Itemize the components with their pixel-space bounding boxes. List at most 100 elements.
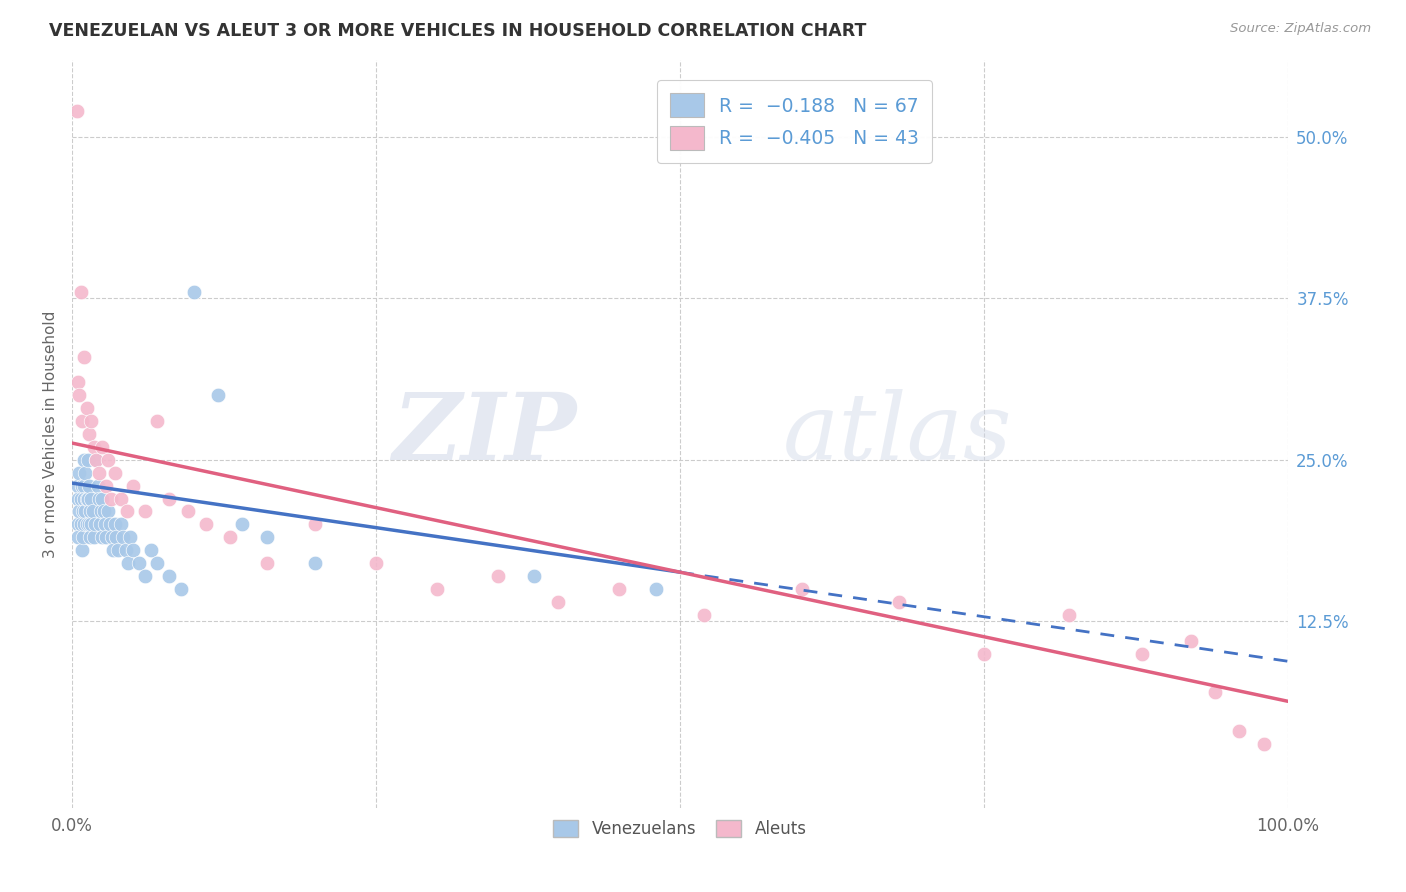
Point bbox=[67, 530, 90, 544]
Legend: Venezuelans, Aleuts: Venezuelans, Aleuts bbox=[547, 814, 813, 845]
Text: ZIP: ZIP bbox=[392, 389, 576, 479]
Point bbox=[76, 453, 98, 467]
Point bbox=[117, 556, 139, 570]
Point bbox=[1130, 647, 1153, 661]
Point bbox=[97, 453, 120, 467]
Point bbox=[80, 517, 103, 532]
Point bbox=[112, 530, 135, 544]
Point bbox=[426, 582, 449, 596]
Point bbox=[547, 595, 569, 609]
Point bbox=[207, 388, 229, 402]
Point bbox=[73, 491, 96, 506]
Point bbox=[86, 478, 108, 492]
Point bbox=[72, 504, 94, 518]
Point bbox=[121, 478, 143, 492]
Point bbox=[66, 104, 89, 119]
Point bbox=[76, 491, 98, 506]
Point bbox=[304, 556, 326, 570]
Point bbox=[70, 478, 93, 492]
Point bbox=[103, 466, 125, 480]
Point bbox=[93, 504, 115, 518]
Point bbox=[89, 517, 111, 532]
Text: VENEZUELAN VS ALEUT 3 OR MORE VEHICLES IN HOUSEHOLD CORRELATION CHART: VENEZUELAN VS ALEUT 3 OR MORE VEHICLES I… bbox=[49, 22, 866, 40]
Point bbox=[157, 569, 180, 583]
Point bbox=[75, 466, 97, 480]
Point bbox=[644, 582, 666, 596]
Point bbox=[157, 491, 180, 506]
Point bbox=[67, 466, 90, 480]
Point bbox=[69, 491, 91, 506]
Point bbox=[146, 556, 169, 570]
Point bbox=[364, 556, 387, 570]
Point bbox=[103, 517, 125, 532]
Point bbox=[77, 517, 100, 532]
Point bbox=[94, 517, 117, 532]
Point bbox=[73, 478, 96, 492]
Point bbox=[973, 647, 995, 661]
Point bbox=[94, 530, 117, 544]
Point bbox=[100, 491, 122, 506]
Point bbox=[67, 478, 90, 492]
Point bbox=[97, 504, 120, 518]
Point bbox=[1227, 723, 1250, 738]
Point bbox=[75, 504, 97, 518]
Point bbox=[128, 556, 150, 570]
Point bbox=[110, 491, 132, 506]
Point bbox=[70, 414, 93, 428]
Point bbox=[120, 530, 142, 544]
Point bbox=[103, 543, 125, 558]
Point bbox=[486, 569, 509, 583]
Point bbox=[73, 453, 96, 467]
Point bbox=[67, 504, 90, 518]
Text: atlas: atlas bbox=[783, 389, 1012, 479]
Y-axis label: 3 or more Vehicles in Household: 3 or more Vehicles in Household bbox=[44, 310, 58, 558]
Point bbox=[139, 543, 162, 558]
Point bbox=[887, 595, 910, 609]
Point bbox=[91, 530, 114, 544]
Point bbox=[304, 517, 326, 532]
Point bbox=[115, 504, 138, 518]
Point bbox=[76, 517, 98, 532]
Point bbox=[1180, 633, 1202, 648]
Point bbox=[67, 491, 90, 506]
Point bbox=[73, 350, 96, 364]
Point bbox=[86, 453, 108, 467]
Point bbox=[1057, 607, 1080, 622]
Point bbox=[80, 414, 103, 428]
Point bbox=[87, 491, 110, 506]
Point bbox=[87, 466, 110, 480]
Point bbox=[219, 530, 242, 544]
Point bbox=[90, 504, 112, 518]
Point bbox=[170, 582, 193, 596]
Point bbox=[110, 517, 132, 532]
Point bbox=[121, 543, 143, 558]
Point bbox=[256, 556, 278, 570]
Point bbox=[83, 440, 105, 454]
Point bbox=[82, 504, 104, 518]
Point bbox=[67, 376, 90, 390]
Point bbox=[77, 427, 100, 442]
Point bbox=[523, 569, 546, 583]
Point bbox=[183, 285, 205, 299]
Point bbox=[134, 569, 156, 583]
Point bbox=[79, 530, 101, 544]
Point bbox=[1253, 737, 1275, 751]
Point bbox=[70, 543, 93, 558]
Point bbox=[73, 517, 96, 532]
Point bbox=[72, 530, 94, 544]
Point bbox=[194, 517, 217, 532]
Point bbox=[76, 401, 98, 416]
Point bbox=[76, 491, 98, 506]
Point bbox=[91, 491, 114, 506]
Point bbox=[91, 440, 114, 454]
Text: Source: ZipAtlas.com: Source: ZipAtlas.com bbox=[1230, 22, 1371, 36]
Point bbox=[80, 491, 103, 506]
Point bbox=[67, 517, 90, 532]
Point bbox=[114, 543, 136, 558]
Point bbox=[77, 478, 100, 492]
Point bbox=[83, 530, 105, 544]
Point bbox=[146, 414, 169, 428]
Point bbox=[101, 530, 124, 544]
Point bbox=[79, 504, 101, 518]
Point bbox=[104, 530, 127, 544]
